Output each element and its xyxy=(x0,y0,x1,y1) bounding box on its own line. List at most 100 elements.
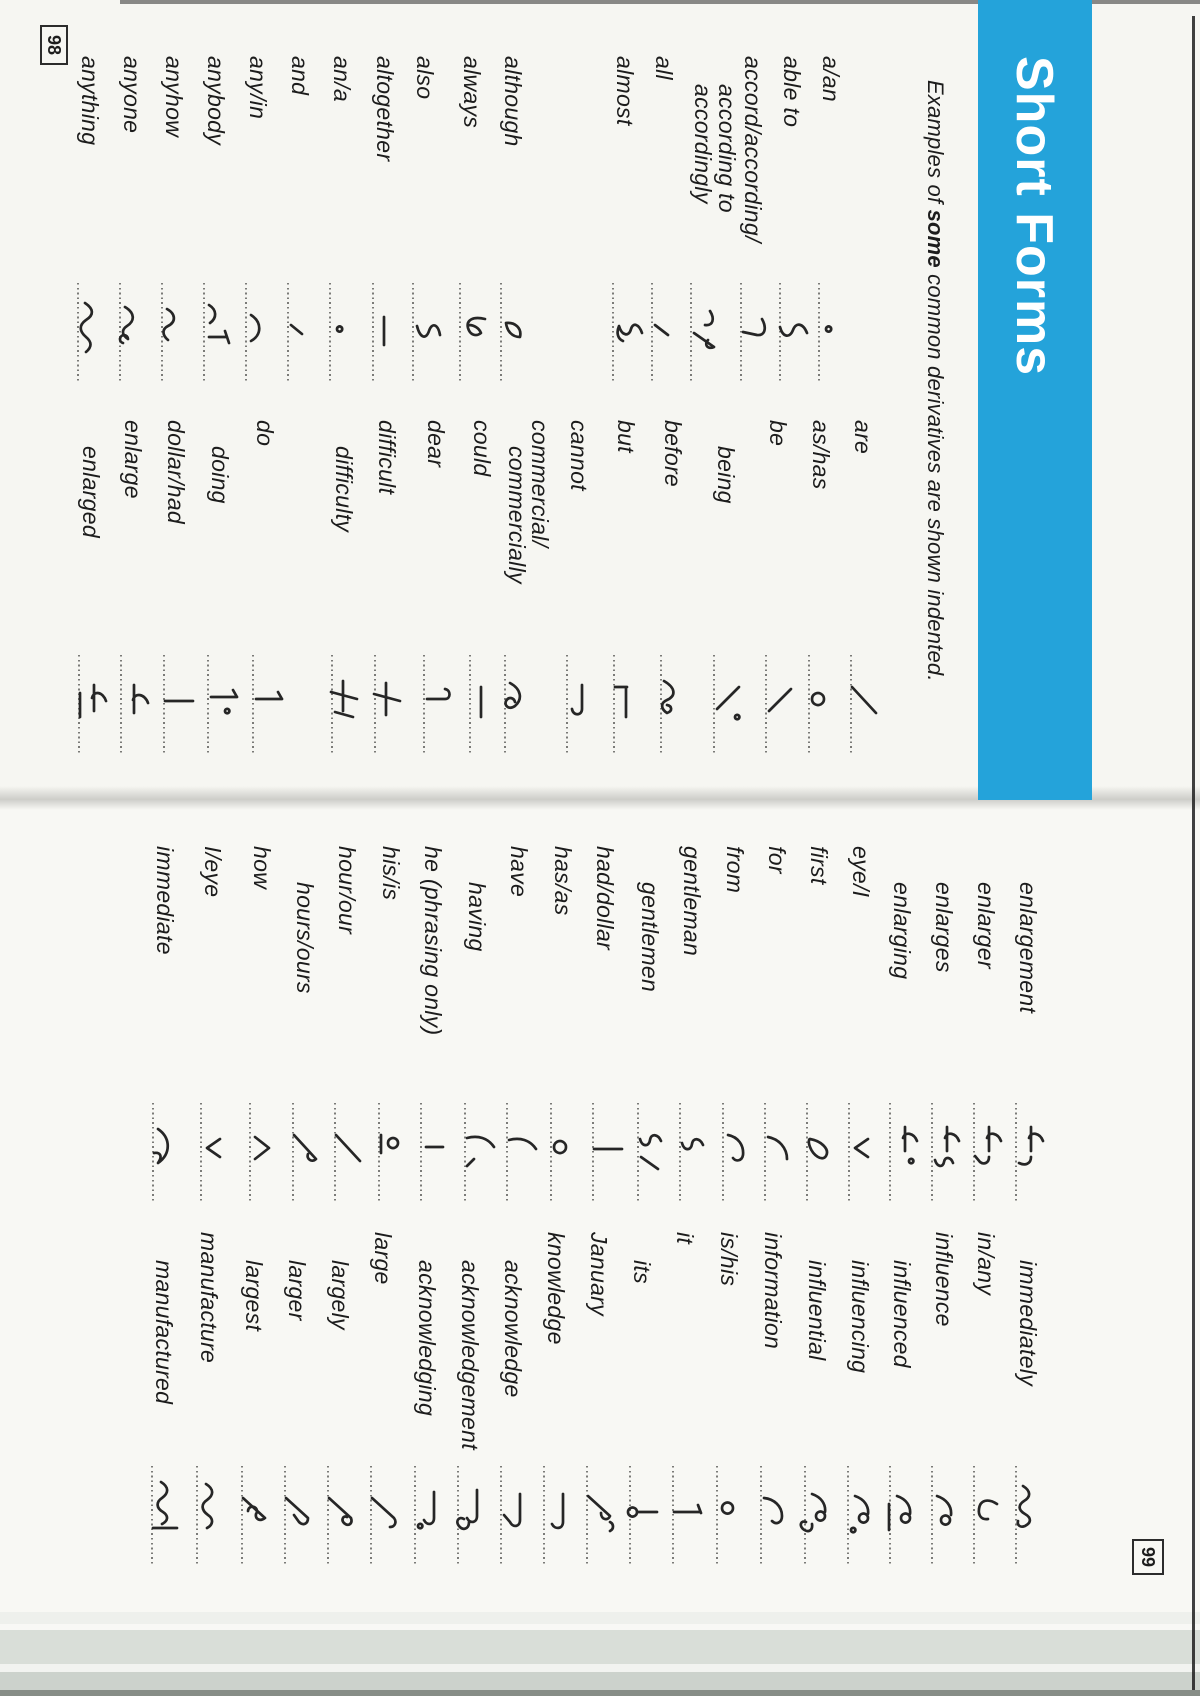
shorthand-outline-symbol xyxy=(131,683,150,715)
entry-word: larger xyxy=(284,1260,310,1321)
entry-word: enlarged xyxy=(78,446,104,538)
entry-word: I/eye xyxy=(200,846,226,898)
entry-word: has/as xyxy=(550,846,576,916)
shorthand-outline-symbol xyxy=(853,1137,870,1159)
shorthand-outline-symbol xyxy=(151,1480,179,1530)
shorthand-outline-symbol xyxy=(163,699,195,703)
shorthand-outline-symbol xyxy=(901,1125,919,1165)
shorthand-outline-symbol xyxy=(766,1135,789,1161)
entry-word: being xyxy=(713,446,739,504)
shorthand-outline-symbol xyxy=(1017,1125,1045,1166)
entry-word: how xyxy=(249,846,275,890)
entry-word: gentleman xyxy=(679,846,705,957)
shorthand-outline-symbol xyxy=(424,1145,445,1149)
shorthand-outline-symbol xyxy=(570,683,584,716)
entry-word: as/has xyxy=(808,420,834,490)
entry-word: hour/our xyxy=(334,846,360,935)
entry-word: gentlemen xyxy=(637,882,663,993)
entry-word: acknowledging xyxy=(414,1260,440,1417)
shorthand-outline-symbol xyxy=(334,1133,362,1163)
entry-word: influence xyxy=(931,1232,957,1327)
shorthand-outline-symbol xyxy=(552,1139,568,1155)
entry-word: from xyxy=(722,846,748,894)
entry-word: almost xyxy=(612,56,638,126)
entry-word: large xyxy=(370,1232,396,1285)
shorthand-outline-symbol xyxy=(78,683,108,719)
entry-word: anything xyxy=(77,56,103,146)
shorthand-outline-symbol xyxy=(799,1492,827,1533)
shorthand-outline-symbol xyxy=(715,685,741,721)
shorthand-outline-symbol xyxy=(209,688,239,715)
page-number-99: 99 xyxy=(1132,1539,1164,1575)
shorthand-outline-symbol xyxy=(660,679,675,715)
intro-sentence: Examples of some common derivatives are … xyxy=(922,80,948,682)
entry-word: able to xyxy=(779,56,805,128)
entry-word: do xyxy=(252,420,278,447)
entry-word: and xyxy=(287,56,313,96)
shorthand-outline-symbol xyxy=(507,1137,538,1151)
intro-text: Examples of xyxy=(923,80,948,210)
entry-word: immediately xyxy=(1015,1260,1041,1387)
shorthand-outline-symbol xyxy=(935,1494,953,1526)
entry-word: have xyxy=(506,846,532,898)
page-edge-strip xyxy=(0,1672,1200,1690)
entry-word: enlarges xyxy=(931,882,957,973)
shorthand-outline-symbol xyxy=(284,1496,310,1526)
shorthand-outline-symbol xyxy=(586,1494,615,1533)
entry-word: acknowledge xyxy=(500,1260,526,1398)
entry-word: all xyxy=(651,56,677,80)
entry-word: its xyxy=(629,1260,655,1284)
entry-word: altogether xyxy=(372,56,398,162)
entry-word: is/his xyxy=(716,1232,742,1287)
shorthand-outline-symbol xyxy=(79,301,94,354)
shorthand-outline-symbol xyxy=(726,1133,745,1162)
shorthand-outline-symbol xyxy=(249,313,261,343)
entry-word: information xyxy=(760,1232,786,1350)
entry-word: eye/I xyxy=(848,846,874,898)
entry-word: it xyxy=(672,1232,698,1245)
shorthand-outline-symbol xyxy=(466,316,487,337)
shorthand-outline-symbol xyxy=(382,315,386,347)
entry-word: had/dollar xyxy=(592,846,618,951)
shorthand-outline-symbol xyxy=(613,685,629,719)
shorthand-outline-symbol xyxy=(849,1494,870,1534)
shorthand-outline-symbol xyxy=(887,1494,912,1532)
shorthand-outline-symbol xyxy=(502,1492,522,1528)
entry-word: anyhow xyxy=(161,56,187,138)
shorthand-outline-symbol xyxy=(638,1133,663,1171)
entry-word: accordingly xyxy=(690,84,716,204)
entry-word: having xyxy=(464,882,490,952)
shorthand-outline-symbol xyxy=(720,1501,735,1515)
entry-word: largest xyxy=(241,1260,267,1332)
entry-word: be xyxy=(765,420,791,447)
intro-text: common derivatives are shown indented. xyxy=(923,267,948,682)
entry-word: commercially xyxy=(504,446,530,584)
entry-word: although xyxy=(500,56,526,147)
page-edge-strip xyxy=(0,1612,1200,1624)
entry-word: doing xyxy=(207,446,233,504)
entry-word: but xyxy=(613,420,639,453)
chapter-title: Short Forms xyxy=(1005,56,1063,377)
shorthand-outline-symbol xyxy=(778,323,809,337)
shorthand-outline-symbol xyxy=(616,323,644,343)
shorthand-outline-symbol xyxy=(205,1137,222,1159)
shorthand-outline-symbol xyxy=(933,1125,961,1168)
entry-word: a/an xyxy=(818,56,844,102)
entry-word: difficult xyxy=(374,420,400,495)
shorthand-outline-symbol xyxy=(253,1135,271,1161)
shorthand-outline-symbol xyxy=(626,1506,659,1518)
page-edge-strip xyxy=(0,1664,1200,1672)
shorthand-outline-symbol xyxy=(415,324,442,338)
page-number-98: 98 xyxy=(40,25,68,65)
shorthand-outline-symbol xyxy=(379,1133,400,1155)
page-edge-strip xyxy=(0,1690,1200,1696)
shorthand-outline-symbol xyxy=(1016,1484,1032,1528)
entry-word: also xyxy=(412,56,438,100)
shorthand-outline-symbol xyxy=(810,691,826,707)
shorthand-outline-symbol xyxy=(807,1137,829,1160)
shorthand-outline-symbol xyxy=(425,687,451,701)
entry-word: commercial/ xyxy=(527,420,553,548)
entry-word: knowledge xyxy=(543,1232,569,1345)
entry-word: acknowledgement xyxy=(457,1260,483,1450)
